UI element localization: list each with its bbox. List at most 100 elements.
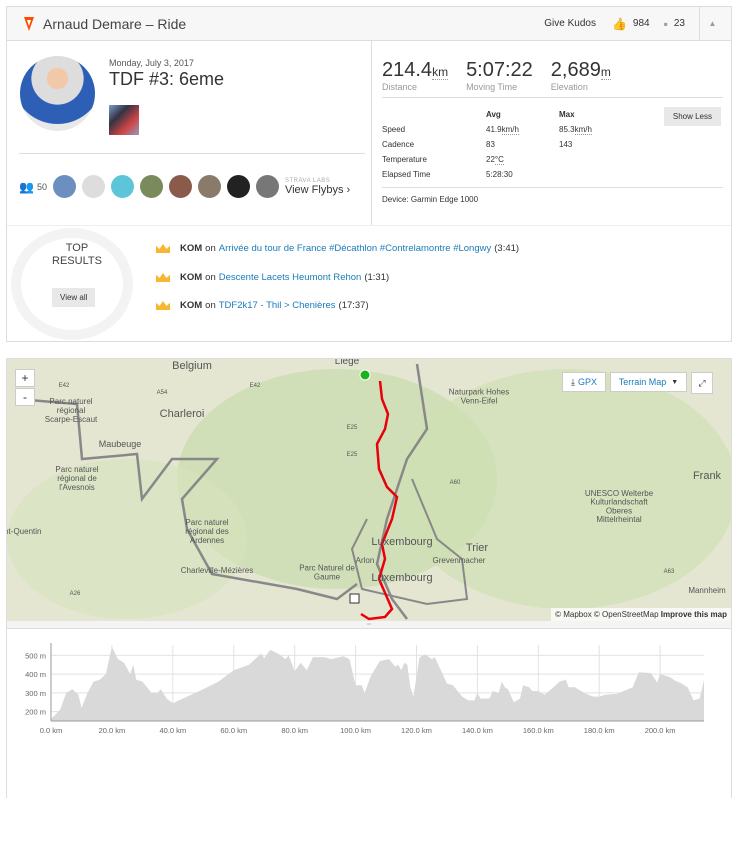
athlete-avatar[interactable] bbox=[255, 175, 279, 198]
top-results-title: TOP RESULTS bbox=[47, 242, 107, 268]
map-label: Saint-Quentin bbox=[7, 527, 41, 536]
map-canvas[interactable]: Belgium Liège Charleroi Maubeuge Parc nature… bbox=[7, 359, 731, 621]
map-label-line: Mittelrheintal bbox=[596, 515, 642, 524]
row-label: Speed bbox=[382, 125, 406, 134]
athlete-avatar[interactable] bbox=[20, 56, 95, 131]
divider bbox=[382, 187, 723, 188]
stat-label: Moving Time bbox=[466, 82, 518, 92]
y-tick-label: 500 m bbox=[25, 651, 46, 660]
map-label: Naturpark Hohes Venn-Eifel bbox=[449, 388, 509, 406]
zoom-in-button[interactable]: + bbox=[15, 369, 35, 387]
athlete-avatar[interactable] bbox=[197, 175, 221, 198]
laurel-wreath-icon bbox=[11, 228, 133, 340]
athlete-avatar[interactable] bbox=[226, 175, 250, 198]
stat-label: Elevation bbox=[550, 82, 588, 92]
avg-value: 41.9 bbox=[486, 125, 502, 134]
athlete-avatar[interactable] bbox=[110, 175, 134, 198]
athlete-avatar[interactable] bbox=[168, 175, 192, 198]
achievement-item: KOM on Arrivée du tour de France #Décathlo… bbox=[156, 243, 519, 254]
segment-link[interactable]: TDF2k17 - Thil > Chenières bbox=[218, 300, 336, 311]
badge: KOM bbox=[180, 272, 203, 283]
map-label: Parc naturel régional des Ardennes bbox=[185, 518, 229, 545]
segment-link[interactable]: Descente Lacets Heumont Rehon bbox=[218, 272, 362, 283]
thumbs-up-icon[interactable]: 👍 bbox=[611, 16, 627, 31]
caret-down-icon: ▼ bbox=[671, 378, 679, 386]
map-label: Charleroi bbox=[160, 408, 205, 420]
max-value: 85.3 bbox=[559, 125, 575, 134]
unit: km/h bbox=[501, 125, 519, 135]
elevation-chart[interactable]: 0.0 km 20.0 km 40.0 km 60.0 km 80.0 km 100.0 … bbox=[7, 631, 731, 761]
collapse-button[interactable]: ▲ bbox=[699, 7, 731, 40]
stat-value: 5:07:22 bbox=[466, 59, 533, 81]
athlete-avatar[interactable] bbox=[81, 175, 105, 198]
map-label-line: E42 bbox=[59, 383, 70, 389]
route-line bbox=[360, 380, 399, 621]
view-flybys-link[interactable]: STRAVA LABS View Flybys › bbox=[285, 178, 350, 196]
title-line: TOP bbox=[65, 242, 89, 254]
kudos-count[interactable]: 984 bbox=[632, 18, 650, 29]
x-tick-label: 20.0 km bbox=[99, 726, 126, 735]
fullscreen-button[interactable]: ⤢ bbox=[691, 372, 713, 394]
crown-icon bbox=[156, 301, 170, 310]
border-line bbox=[16, 397, 358, 601]
map-label: A60 bbox=[450, 480, 461, 486]
map-label: Liège bbox=[335, 359, 360, 367]
athlete-count[interactable]: 50 bbox=[36, 181, 47, 192]
mapbox-link[interactable]: © Mapbox bbox=[555, 610, 592, 619]
start-marker-icon bbox=[359, 369, 371, 381]
map-type-dropdown[interactable]: Terrain Map ▼ bbox=[610, 372, 687, 392]
athlete-avatar[interactable] bbox=[139, 175, 163, 198]
on-text: on bbox=[205, 272, 216, 283]
improve-map-link[interactable]: Improve this map bbox=[660, 610, 727, 619]
top-results: TOP RESULTS View all KOM on Arrivée du tour… bbox=[7, 225, 731, 342]
map-label-line: Parc naturel bbox=[49, 397, 92, 406]
route-map[interactable]: Belgium Liège Charleroi Maubeuge Parc nature… bbox=[7, 359, 731, 621]
crown-icon bbox=[156, 273, 170, 282]
give-kudos-button[interactable]: Give Kudos bbox=[544, 18, 596, 29]
map-label-line: UNESCO Welterbe bbox=[585, 489, 654, 498]
map-label-line: E25 bbox=[347, 452, 358, 458]
x-tick-label: 40.0 km bbox=[159, 726, 186, 735]
map-label-line: Luxembourg bbox=[371, 572, 432, 584]
map-label-line: A26 bbox=[70, 591, 81, 597]
map-resize-handle[interactable]: ═ bbox=[7, 621, 731, 629]
flybys-row: 👥 50 STRAVA LABS View Flybys › bbox=[19, 175, 350, 198]
map-label-line: Liège bbox=[335, 359, 360, 367]
show-less-button[interactable]: Show Less bbox=[663, 107, 721, 126]
map-label-line: Scarpe-Escaut bbox=[45, 415, 98, 424]
activity-photo-thumbnail[interactable] bbox=[109, 105, 139, 135]
comment-icon[interactable]: ▪ bbox=[663, 16, 668, 31]
segment-time: (17:37) bbox=[338, 300, 369, 311]
segment-link[interactable]: Arrivée du tour de France #Décathlon #Co… bbox=[218, 243, 492, 254]
map-label-line: Venn-Eifel bbox=[461, 396, 498, 405]
badge: KOM bbox=[180, 300, 203, 311]
view-all-button[interactable]: View all bbox=[52, 288, 96, 307]
stat-distance: 214.4km Distance bbox=[382, 59, 449, 92]
osm-link[interactable]: © OpenStreetMap bbox=[593, 610, 659, 619]
on-text: on bbox=[205, 243, 216, 254]
elevation-area bbox=[51, 646, 704, 721]
stats-row-speed: Speed 41.9km/h 85.3km/h bbox=[382, 122, 592, 137]
comment-count[interactable]: 23 bbox=[673, 18, 685, 29]
row-label: Temperature bbox=[382, 155, 427, 164]
map-label-line: Belgium bbox=[172, 360, 212, 372]
map-label-line: A63 bbox=[664, 569, 675, 575]
stats-table: Avg Max Speed 41.9km/h 85.3km/h Cadence 83 14… bbox=[382, 107, 592, 182]
stat-unit: m bbox=[600, 65, 611, 80]
map-label-line: A60 bbox=[450, 480, 461, 486]
gpx-download-button[interactable]: ⤓ GPX bbox=[562, 372, 606, 392]
map-label-line: Luxembourg bbox=[371, 536, 432, 548]
athlete-avatar[interactable] bbox=[52, 175, 76, 198]
stats-row-elapsed-time: Elapsed Time 5:28:30 bbox=[382, 167, 592, 182]
map-label: Maubeuge bbox=[99, 439, 142, 449]
map-label-line: A54 bbox=[157, 390, 168, 396]
expand-icon: ⤢ bbox=[698, 377, 706, 388]
x-tick-label: 180.0 km bbox=[584, 726, 615, 735]
map-label: Belgium bbox=[172, 360, 212, 372]
map-label-line: régional bbox=[57, 406, 86, 415]
stat-value: 2,689 bbox=[550, 59, 601, 81]
border-line bbox=[350, 478, 469, 606]
zoom-out-button[interactable]: - bbox=[15, 388, 35, 406]
map-label-line: Trier bbox=[466, 542, 489, 554]
map-label: A26 bbox=[70, 591, 81, 597]
